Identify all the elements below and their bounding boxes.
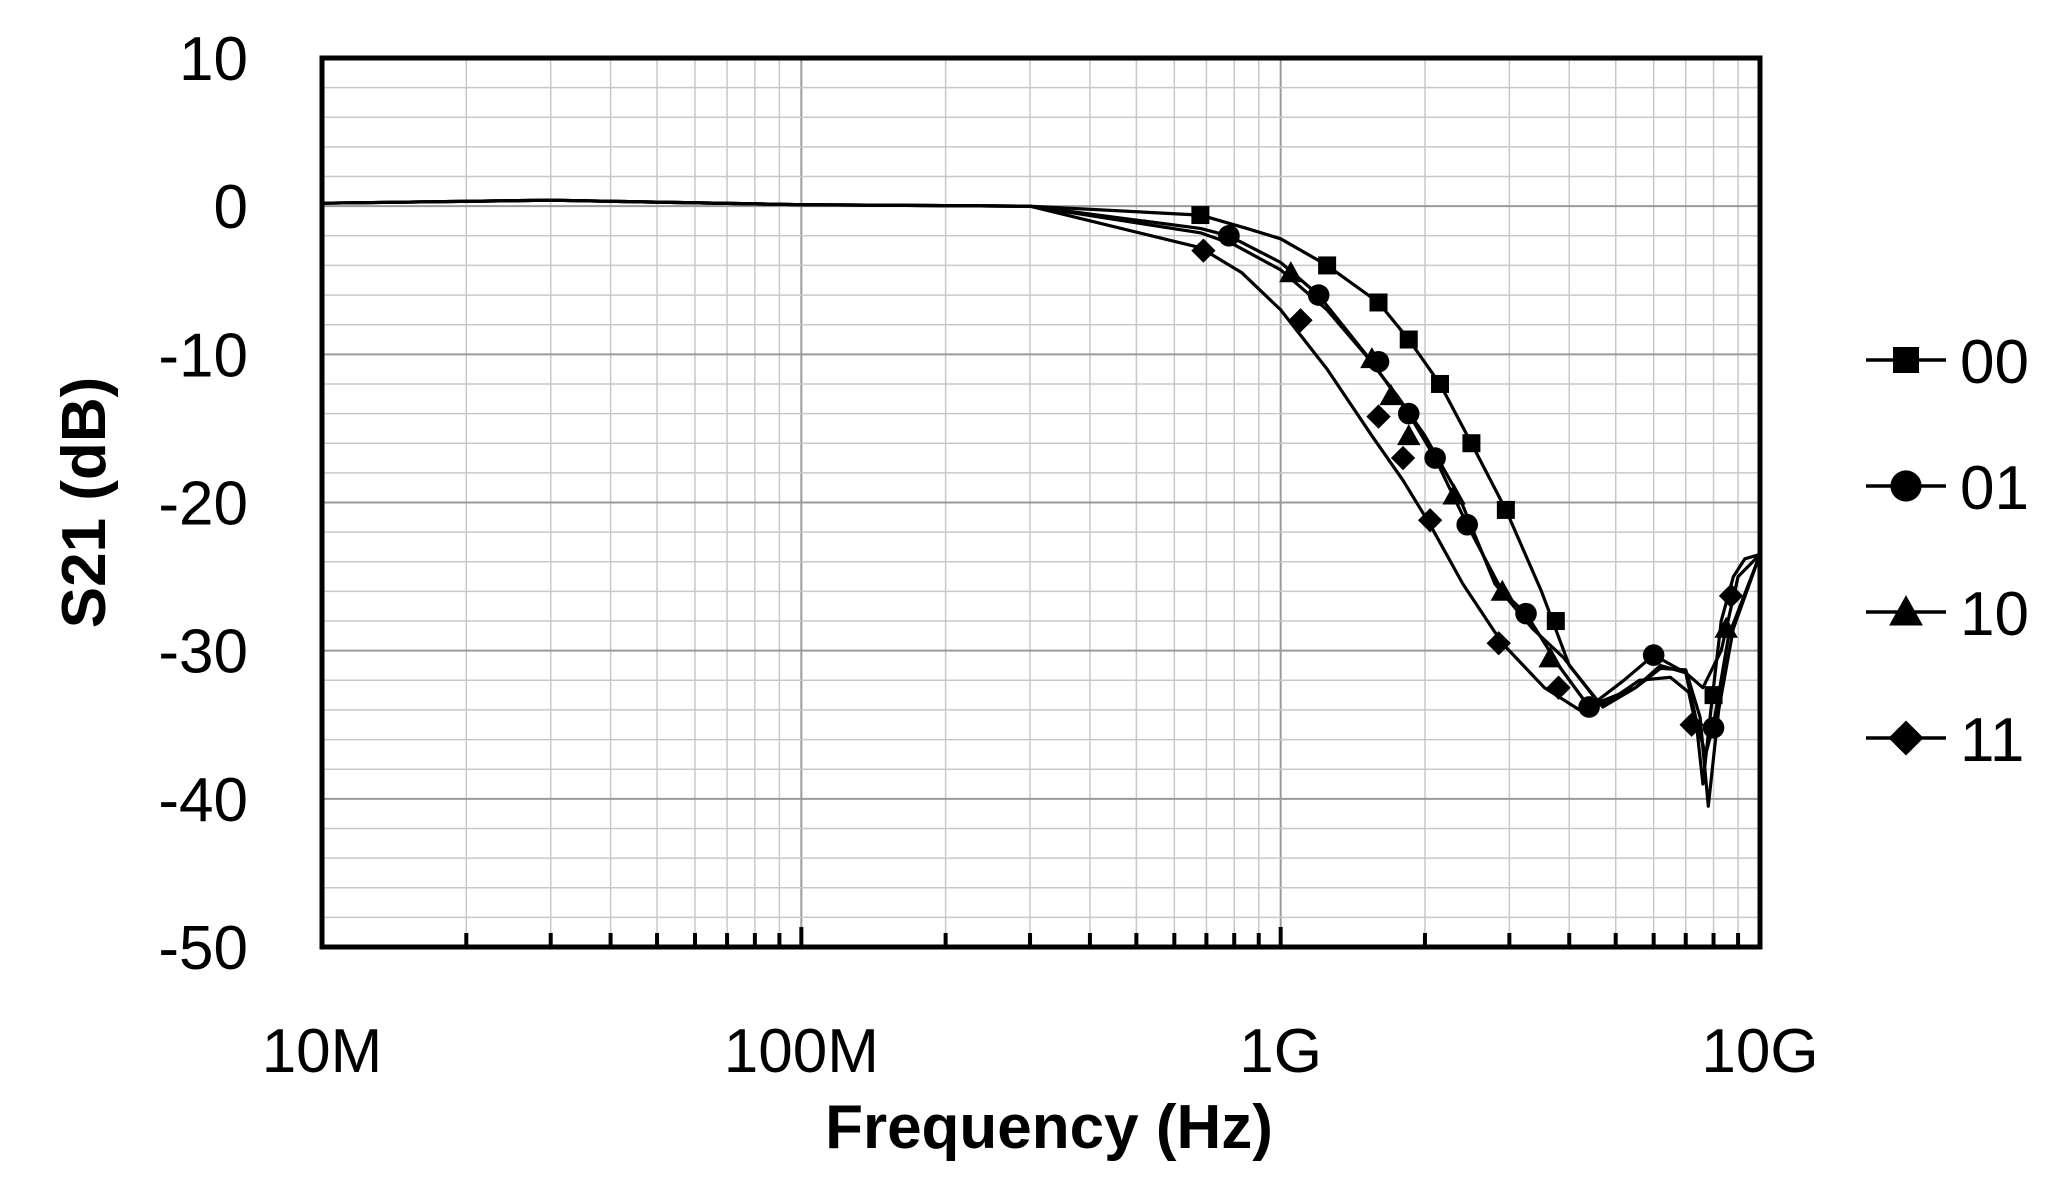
series-marker-10 <box>1442 483 1466 505</box>
series-line-11 <box>321 198 1761 786</box>
series-marker-11 <box>1417 508 1443 533</box>
y-tick-label: -40 <box>158 766 248 835</box>
series-marker-11 <box>1486 631 1511 656</box>
series-marker-01 <box>1642 644 1665 666</box>
series-marker-11 <box>1546 675 1571 700</box>
series-marker-11 <box>1390 445 1416 471</box>
legend-label: 10 <box>1960 580 2029 649</box>
y-tick-label: -10 <box>158 321 248 390</box>
series-marker-00 <box>1318 256 1337 275</box>
y-tick-label: -20 <box>158 470 248 539</box>
legend-label: 00 <box>1960 328 2029 397</box>
plot-frame <box>319 55 1763 950</box>
series-marker-10 <box>1360 347 1384 369</box>
series-marker-10 <box>1397 424 1421 446</box>
x-tick-label: 1G <box>1239 1017 1322 1086</box>
x-axis-title: Frequency (Hz) <box>825 1093 1273 1162</box>
series-marker-01 <box>1456 513 1479 536</box>
x-tick-label: 100M <box>724 1017 879 1086</box>
series-line-00 <box>321 198 1762 709</box>
series-marker-00 <box>1462 434 1481 453</box>
x-tick-labels: 10M 100M 1G 10G <box>262 1017 1819 1086</box>
legend: 00 01 10 11 <box>1866 328 2029 775</box>
y-tick-labels: 10 0 -10 -20 -30 -40 -50 <box>158 25 248 983</box>
legend-marker-square <box>1893 347 1919 373</box>
legend-label: 01 <box>1960 454 2029 523</box>
legend-marker-circle <box>1890 470 1922 502</box>
series-marker-01 <box>1702 716 1725 739</box>
series-marker-11 <box>1718 583 1744 608</box>
legend-item-10: 10 <box>1866 580 2029 649</box>
series-marker-00 <box>1546 612 1565 631</box>
series-marker-00 <box>1369 293 1388 312</box>
series-marker-00 <box>1496 500 1515 519</box>
y-axis-title: S21 (dB) <box>50 377 119 628</box>
y-tick-label: -50 <box>158 914 248 983</box>
series-marker-10 <box>1379 384 1403 406</box>
series-marker-01 <box>1218 225 1240 247</box>
legend-marker-diamond <box>1888 720 1924 756</box>
series-marker-11 <box>1679 712 1704 737</box>
legend-item-00: 00 <box>1866 328 2029 397</box>
series-marker-11 <box>1191 238 1216 263</box>
legend-marker-triangle <box>1889 595 1923 626</box>
series-marker-00 <box>1704 686 1723 705</box>
series-markers <box>1191 206 1744 739</box>
y-tick-label: 0 <box>214 173 248 242</box>
series-marker-00 <box>1191 206 1210 225</box>
x-tick-label: 10G <box>1701 1017 1818 1086</box>
series-marker-10 <box>1714 616 1738 638</box>
legend-label: 11 <box>1960 706 2024 775</box>
grid <box>322 58 1760 947</box>
legend-item-11: 11 <box>1866 706 2024 775</box>
legend-item-01: 01 <box>1866 454 2029 523</box>
series-marker-10 <box>1538 646 1562 668</box>
series-marker-01 <box>1307 284 1330 306</box>
series-marker-01 <box>1515 602 1537 625</box>
y-tick-label: 10 <box>179 25 248 94</box>
x-tick-label: 10M <box>262 1017 383 1086</box>
series-marker-10 <box>1490 579 1515 601</box>
y-tick-label: -30 <box>158 618 248 687</box>
series-marker-00 <box>1431 374 1450 393</box>
series-marker-11 <box>1288 308 1313 333</box>
series-marker-01 <box>1397 402 1420 425</box>
series-marker-00 <box>1399 330 1418 349</box>
series-line-01 <box>321 198 1762 757</box>
series-marker-01 <box>1578 696 1600 718</box>
series-marker-10 <box>1279 261 1303 283</box>
series-marker-11 <box>1366 404 1391 429</box>
series-marker-01 <box>1424 447 1446 469</box>
series-line-10 <box>321 198 1762 808</box>
